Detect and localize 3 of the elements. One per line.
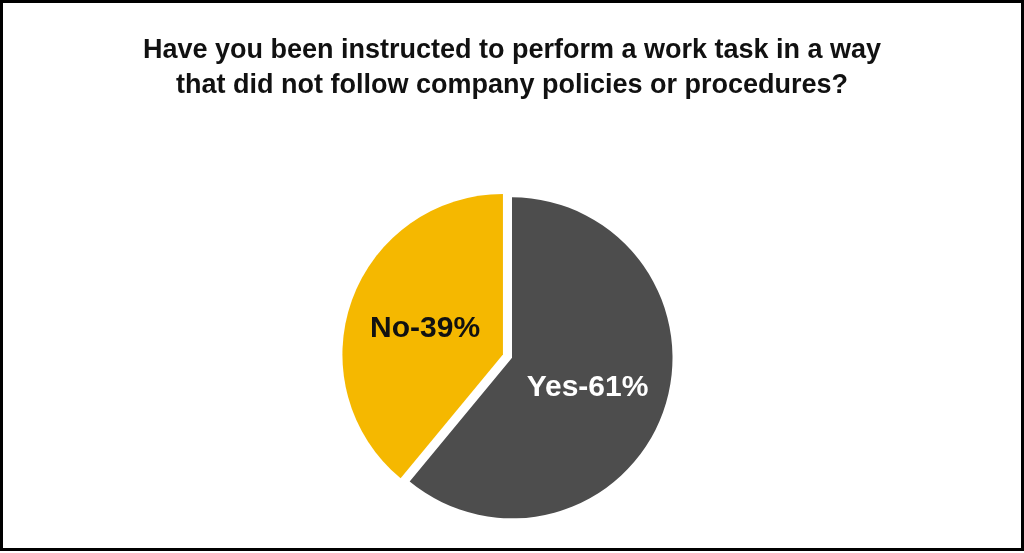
chart-title: Have you been instructed to perform a work task in a way that did not follow company policies or procedures? bbox=[142, 33, 882, 99]
slice-label: Yes-61% bbox=[526, 368, 649, 402]
slice-label: No-39% bbox=[370, 310, 481, 344]
